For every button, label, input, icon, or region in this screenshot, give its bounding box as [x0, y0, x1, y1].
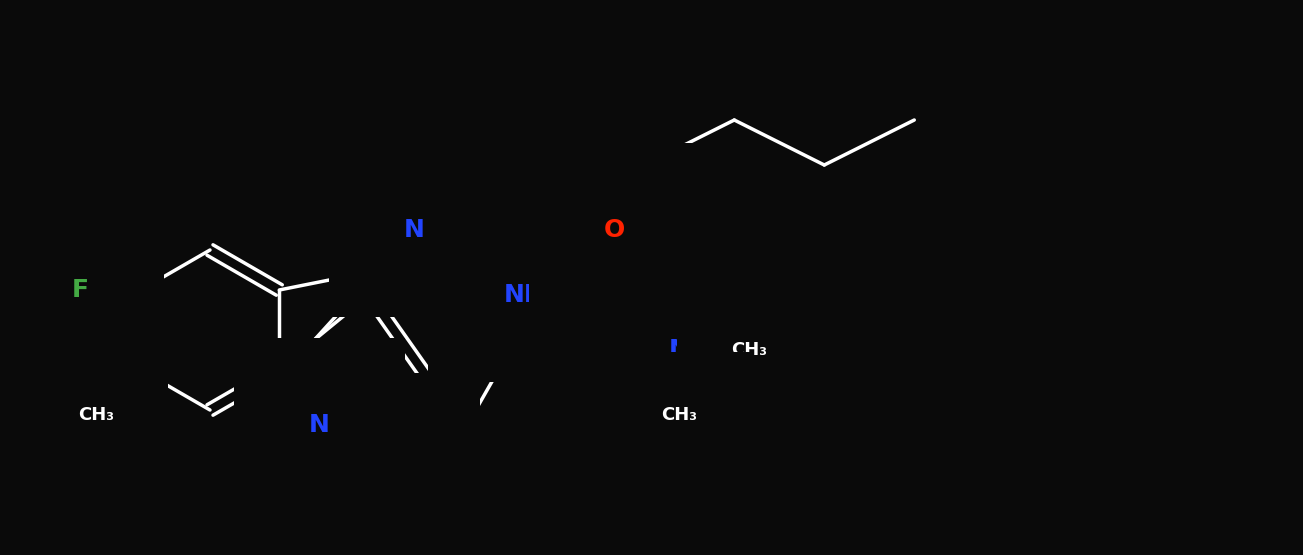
Text: CH₃: CH₃	[78, 406, 113, 424]
Text: N: N	[404, 218, 425, 242]
Text: N: N	[309, 413, 330, 437]
Text: N: N	[668, 338, 689, 362]
Text: NH: NH	[503, 283, 545, 307]
Text: O: O	[603, 218, 625, 242]
Text: N: N	[384, 448, 405, 472]
Text: F: F	[72, 278, 89, 302]
Text: CH₃: CH₃	[662, 406, 697, 424]
Text: CH₃: CH₃	[731, 341, 767, 359]
